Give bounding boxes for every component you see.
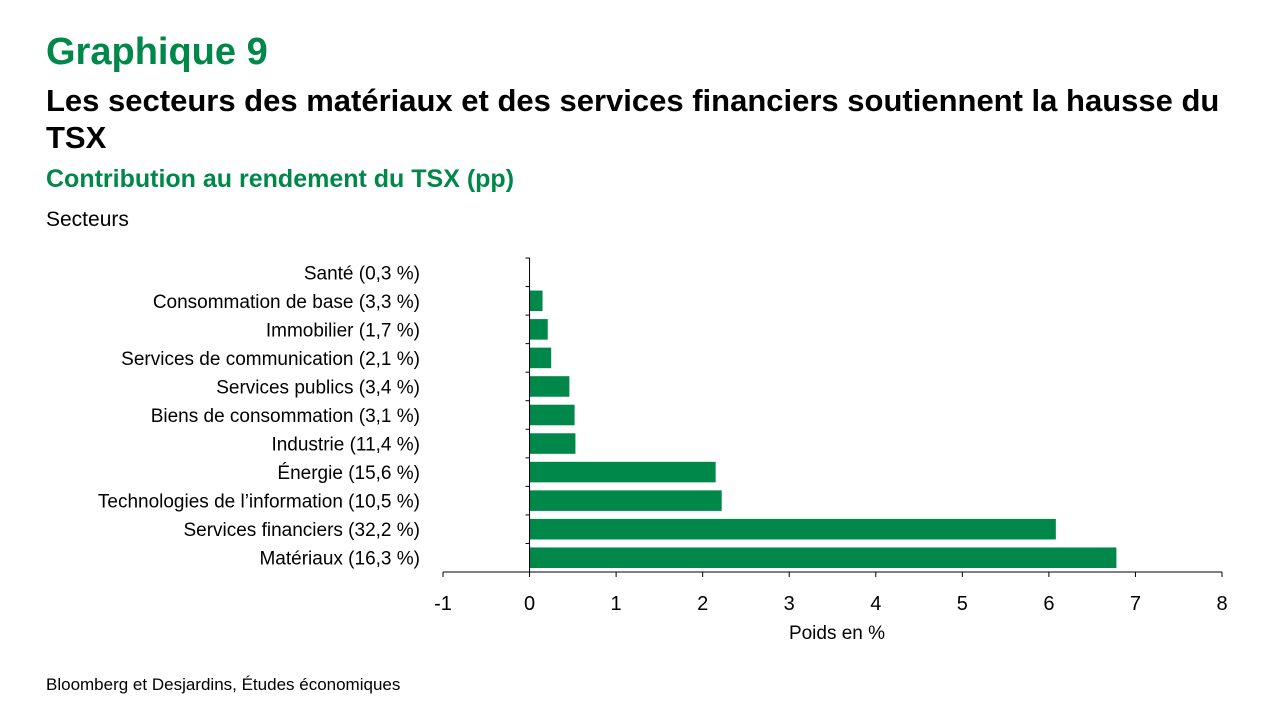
bar (529, 461, 716, 483)
x-tick-label: 6 (1043, 593, 1054, 615)
x-tick-labels-group: -1 0 1 2 3 4 5 6 7 8 (434, 593, 1227, 615)
x-tick-label: 1 (611, 593, 622, 615)
bars-group (529, 290, 1117, 568)
x-axis-title: Poids en % (789, 623, 885, 644)
category-label: Énergie (15,6 %) (277, 463, 420, 484)
x-tick-label: 4 (870, 593, 881, 615)
bar (529, 376, 570, 397)
category-label: Santé (0,3 %) (304, 263, 420, 284)
category-label: Consommation de base (3,3 %) (153, 292, 420, 313)
bar (529, 433, 576, 454)
y-axis-title: Secteurs (46, 208, 129, 231)
bar (529, 290, 543, 312)
axes-group (442, 257, 1223, 577)
bar (529, 347, 552, 369)
category-label: Biens de consommation (3,1 %) (151, 406, 420, 427)
bar (529, 547, 1117, 568)
graph-number: Graphique 9 (46, 31, 268, 73)
x-tick-label: 0 (524, 593, 535, 615)
category-label: Technologies de l’information (10,5 %) (98, 492, 420, 513)
x-tick-label: 8 (1216, 593, 1227, 615)
category-label: Services de communication (2,1 %) (121, 349, 420, 370)
category-label: Services publics (3,4 %) (216, 377, 420, 398)
bar (529, 518, 1056, 540)
x-tick-label: 7 (1130, 593, 1141, 615)
category-label: Matériaux (16,3 %) (259, 549, 420, 570)
source-note: Bloomberg et Desjardins, Études économiq… (46, 675, 401, 694)
x-tick-label: 3 (784, 593, 795, 615)
category-label: Services financiers (32,2 %) (183, 520, 420, 541)
chart-headline: Les secteurs des matériaux et des servic… (46, 83, 1220, 155)
category-label: Immobilier (1,7 %) (266, 320, 420, 341)
bar (529, 319, 548, 340)
x-tick-label: 5 (957, 593, 968, 615)
x-tick-label: 2 (697, 593, 708, 615)
bar (529, 490, 722, 511)
category-labels-group: Santé (0,3 %) Consommation de base (3,3 %… (98, 263, 420, 569)
bar (529, 404, 575, 426)
category-label: Industrie (11,4 %) (271, 435, 420, 456)
chart-subtitle: Contribution au rendement du TSX (pp) (46, 165, 515, 193)
x-tick-label: -1 (434, 593, 452, 615)
